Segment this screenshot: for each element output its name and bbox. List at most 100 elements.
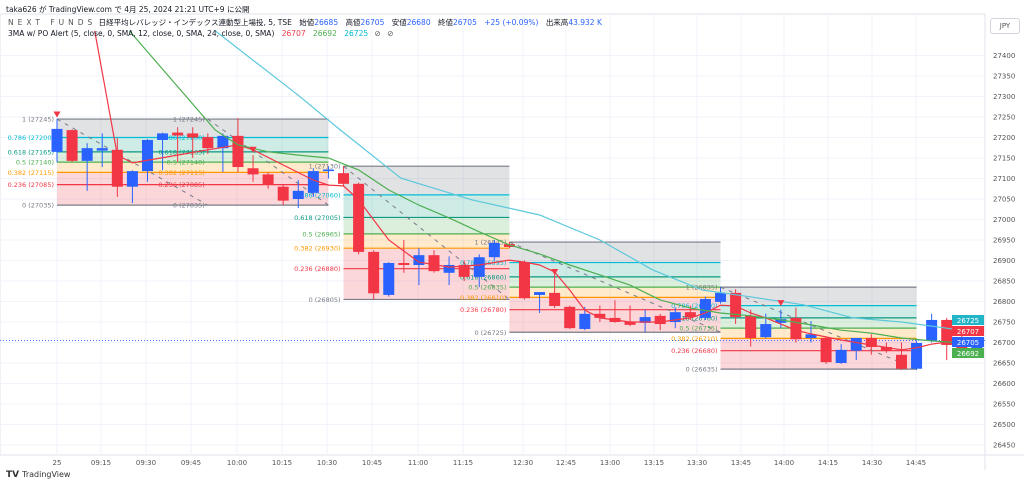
tradingview-logo: TV TradingView bbox=[6, 470, 70, 480]
candle-body bbox=[790, 317, 802, 340]
candle-body bbox=[262, 174, 274, 185]
candle bbox=[338, 166, 350, 187]
fib-zone bbox=[509, 262, 721, 277]
candle-body bbox=[865, 337, 877, 348]
fib-zone bbox=[720, 350, 917, 370]
fib-zone bbox=[57, 162, 208, 173]
candle-body bbox=[217, 135, 229, 149]
candle bbox=[111, 137, 123, 197]
fib-level-label: 0 (26725) bbox=[474, 329, 506, 337]
candle bbox=[262, 172, 274, 189]
candle bbox=[926, 313, 938, 343]
candle-body bbox=[926, 319, 938, 341]
candle bbox=[518, 260, 530, 300]
moving-average-line bbox=[214, 30, 977, 333]
hidden-icon[interactable]: ⊘ bbox=[387, 29, 394, 38]
candle bbox=[217, 133, 229, 172]
candle bbox=[307, 168, 319, 197]
moving-average-line bbox=[128, 30, 978, 347]
candle-body bbox=[202, 137, 214, 149]
fib-level-label: 1 (26835) bbox=[686, 284, 718, 292]
symbol-prefix[interactable]: NEXT FUNDS bbox=[8, 18, 97, 27]
fib-retracement[interactable]: 1 (26945)0.786 (26895)0.618 (26860)0.5 (… bbox=[460, 239, 721, 337]
candle bbox=[639, 309, 651, 333]
price-tick-label: 26900 bbox=[993, 257, 1015, 265]
fib-level-label: 0.5 (26835) bbox=[468, 284, 506, 292]
fib-level-label: 1 (27245) bbox=[173, 116, 205, 124]
fib-zone bbox=[720, 317, 917, 329]
candle-body bbox=[850, 337, 862, 351]
symbol-name[interactable]: 日経平均レバレッジ・インデックス連動型上場投 bbox=[98, 18, 264, 27]
price-tick-label: 27050 bbox=[993, 196, 1015, 204]
tv-logo-icon: TV bbox=[6, 470, 20, 480]
high-value: 26705 bbox=[360, 18, 385, 27]
price-tag-bg bbox=[952, 315, 984, 325]
candle bbox=[549, 272, 561, 309]
price-tick-label: 26500 bbox=[993, 421, 1015, 429]
candle bbox=[202, 133, 214, 154]
hidden-icon[interactable]: ⊘ bbox=[374, 29, 381, 38]
open-value: 26685 bbox=[314, 18, 339, 27]
candle bbox=[624, 305, 636, 327]
fib-level-label: 0.236 (26880) bbox=[294, 265, 340, 273]
candle bbox=[413, 248, 425, 286]
fib-zone bbox=[343, 233, 510, 249]
candle-body bbox=[699, 299, 711, 318]
candle bbox=[895, 342, 907, 370]
candle bbox=[911, 340, 923, 370]
indicator-title[interactable]: 3MA w/ PO Alert (5, close, 0, SMA, 12, c… bbox=[8, 29, 275, 38]
currency-button[interactable]: JPY bbox=[990, 18, 1020, 34]
candle bbox=[443, 256, 455, 286]
candle-body bbox=[443, 265, 455, 273]
time-tick-label: 09:45 bbox=[181, 459, 201, 467]
fib-level-label: 0.786 (27060) bbox=[294, 191, 340, 199]
candle-body bbox=[157, 133, 169, 140]
candle-body bbox=[835, 349, 847, 363]
price-tag: 26692 bbox=[952, 348, 984, 358]
fib-zone bbox=[207, 119, 329, 138]
time-tick-label: 13:00 bbox=[600, 459, 620, 467]
fib-trend-line bbox=[56, 118, 209, 206]
fib-level-label: 0.618 (27165) bbox=[158, 148, 204, 156]
price-tag-label: 26725 bbox=[957, 317, 979, 325]
candle bbox=[322, 166, 334, 179]
time-tick-label: 14:45 bbox=[906, 459, 926, 467]
brand-name: TradingView bbox=[22, 470, 71, 479]
candle bbox=[488, 240, 500, 261]
candle bbox=[594, 305, 606, 322]
candle bbox=[96, 133, 108, 168]
time-tick-label: 09:30 bbox=[136, 459, 156, 467]
price-tick-label: 26850 bbox=[993, 278, 1015, 286]
price-tick-label: 27000 bbox=[993, 216, 1015, 224]
fib-level-label: 0.382 (27115) bbox=[158, 169, 204, 177]
fib-trend-line bbox=[509, 241, 721, 333]
candle-body bbox=[338, 173, 350, 184]
candle-body bbox=[745, 315, 757, 338]
low-value: 26680 bbox=[406, 18, 431, 27]
candle-body bbox=[715, 292, 727, 302]
candle bbox=[850, 337, 862, 361]
candle-body bbox=[458, 265, 470, 277]
fib-retracement[interactable]: 1 (27245) 0.786 (27200) 0.618 (27165) 0.5 (… bbox=[8, 116, 209, 210]
fib-retracement[interactable]: 1 (26835) 0.786 (26790) 0.618 (26760) 0.5 (… bbox=[671, 284, 917, 374]
candle bbox=[775, 309, 787, 329]
candle-body bbox=[66, 130, 78, 161]
candle-body bbox=[911, 342, 923, 369]
candle-body bbox=[760, 324, 772, 338]
fib-level-label: 0 (27035) bbox=[22, 202, 54, 210]
open-label: 始値 bbox=[299, 18, 315, 27]
candle bbox=[157, 132, 169, 171]
fib-level-label: 0.618 (26860) bbox=[460, 273, 506, 281]
fib-level-label: 0.236 (27085) bbox=[158, 181, 204, 189]
fib-zone bbox=[207, 162, 329, 173]
price-tick-label: 26650 bbox=[993, 360, 1015, 368]
candle bbox=[353, 182, 365, 255]
fib-level-label: 0.236 (26780) bbox=[460, 306, 506, 314]
price-tick-label: 26950 bbox=[993, 237, 1015, 245]
candle-body bbox=[518, 262, 530, 299]
ma-fast-value: 26707 bbox=[281, 29, 306, 38]
price-tick-label: 26800 bbox=[993, 298, 1015, 306]
price-tick-label: 27250 bbox=[993, 114, 1015, 122]
fib-level-label: 0.236 (27085) bbox=[8, 181, 54, 189]
